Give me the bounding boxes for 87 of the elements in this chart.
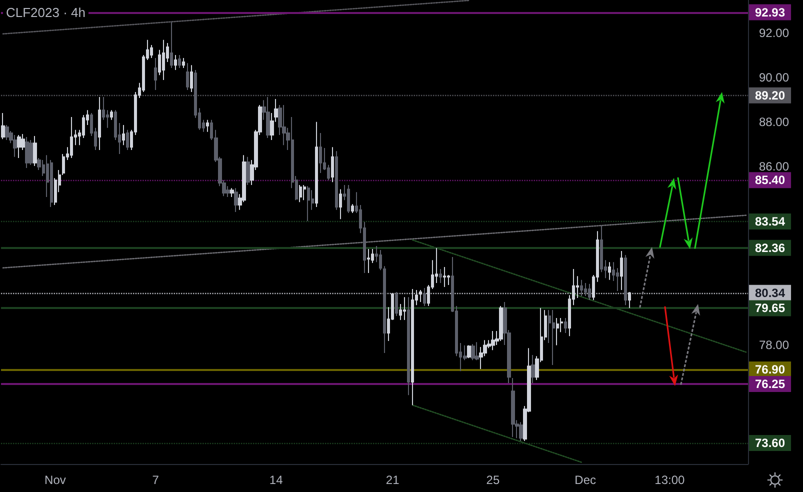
ref-line-label: 89.20 (755, 88, 786, 102)
ref-line-label: 80.34 (755, 286, 786, 300)
candlestick (439, 268, 442, 284)
candlestick (178, 54, 181, 68)
x-tick-label: 25 (486, 473, 500, 487)
ref-line-label: 76.90 (755, 362, 786, 377)
x-tick-label: Dec (574, 473, 596, 487)
candlestick (206, 119, 209, 132)
candlestick (519, 422, 523, 442)
candlestick (580, 279, 583, 296)
candlestick (319, 132, 322, 174)
candlestick (154, 57, 157, 91)
ref-line-label: 82.36 (755, 240, 786, 255)
candlestick (126, 129, 129, 150)
candlestick (299, 184, 302, 203)
y-tick-label: 90.00 (759, 70, 790, 85)
candlestick (443, 266, 446, 288)
candlestick (367, 248, 370, 274)
candlestick (475, 342, 479, 361)
candlestick (303, 184, 306, 201)
candlestick (98, 96, 101, 150)
candlestick (186, 62, 189, 91)
ref-line-label: 92.93 (755, 5, 786, 20)
candlestick (5, 124, 9, 140)
candlestick (174, 54, 177, 70)
ref-line-label: 85.40 (755, 173, 786, 188)
candlestick (1, 112, 5, 140)
candlestick (230, 188, 234, 198)
candlestick (511, 377, 515, 438)
candlestick (531, 354, 535, 384)
ref-line-label: 73.60 (755, 436, 786, 450)
candlestick (471, 344, 475, 361)
candlestick (246, 156, 250, 186)
y-tick-label: 92.00 (759, 26, 790, 40)
candlestick (403, 296, 406, 321)
candlestick (162, 39, 165, 81)
candlestick (467, 344, 471, 359)
candlestick (588, 283, 591, 300)
candlestick (70, 116, 73, 159)
candlestick (17, 134, 21, 159)
candlestick (29, 139, 33, 166)
x-tick-label: 21 (386, 473, 400, 487)
x-tick-label: 7 (152, 473, 160, 487)
y-tick-label: 88.00 (759, 115, 790, 130)
candlestick (419, 289, 422, 302)
candlestick (351, 204, 354, 214)
candlestick (584, 282, 587, 296)
candlestick (13, 134, 17, 158)
candlestick (624, 254, 627, 306)
candlestick (122, 124, 125, 146)
y-tick-label: 78.00 (759, 338, 790, 352)
ref-line-label: 79.65 (755, 301, 786, 316)
candlestick (620, 250, 623, 290)
candlestick (190, 64, 193, 93)
candlestick (552, 310, 555, 366)
candlestick (335, 150, 338, 210)
candlestick (282, 104, 286, 146)
candlestick (411, 288, 414, 406)
chart-title: CLF2023 · 4h (6, 5, 86, 20)
x-tick-label: 13:00 (654, 473, 686, 487)
x-tick-label: 14 (269, 473, 284, 487)
candlestick (423, 287, 426, 306)
candlestick (556, 318, 559, 346)
ref-line-label: 76.25 (755, 376, 786, 391)
x-tick-label: Nov (44, 473, 66, 487)
candlestick (33, 135, 37, 167)
candlestick (383, 266, 386, 354)
candlestick (608, 262, 611, 280)
candlestick (315, 121, 318, 208)
candlestick (25, 136, 29, 169)
candlestick (347, 184, 350, 214)
candlestick (110, 110, 113, 120)
ref-line-label: 83.54 (755, 214, 786, 229)
y-tick-label: 86.00 (759, 160, 790, 174)
candlestick (407, 296, 410, 396)
candlestick (234, 188, 238, 212)
candlestick (491, 330, 495, 351)
candlestick (307, 186, 310, 222)
candlestick (331, 146, 334, 183)
candlestick (499, 305, 503, 342)
candlestick (564, 318, 567, 334)
candlestick (379, 250, 382, 271)
candlestick (628, 291, 631, 308)
candlestick (182, 57, 185, 68)
candlestick (266, 96, 270, 138)
candlestick (395, 291, 398, 317)
candlestick (339, 188, 342, 220)
